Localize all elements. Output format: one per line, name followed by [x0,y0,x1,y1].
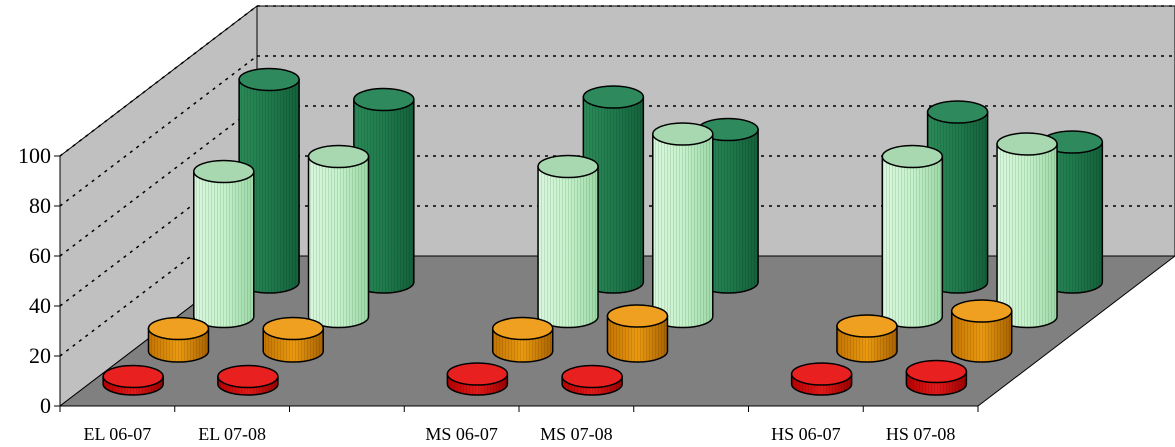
bar-top [561,364,623,389]
bar [881,144,944,329]
bars [102,67,1104,396]
bar [307,144,370,329]
x-tick-label: EL 06-07 [83,424,151,444]
bar-top [652,122,714,146]
bar-texture [652,134,713,328]
bar-texture [997,144,1058,328]
x-tick-label: MS 06-07 [425,424,498,444]
bar [790,362,853,396]
gridline [59,105,258,257]
x-tick-label: EL 07-08 [198,424,266,444]
gridline [59,155,258,307]
bar [217,364,279,396]
bar-top [491,316,554,341]
bar-top [537,154,599,179]
bar-top [238,67,300,92]
bar-texture [193,171,254,328]
gridline [59,55,258,207]
bar [606,304,669,363]
bar-top [996,132,1058,156]
bar-texture [607,316,668,362]
y-tick-label: 0 [40,393,51,418]
bar-texture [538,166,599,328]
bar-top [307,144,370,169]
x-axis: EL 06-07 EL 07-08 MS 06-07 MS 07-08 HS 06-07… [59,405,979,444]
bar [491,316,554,363]
bar-top [926,100,989,124]
bar [102,364,164,396]
y-tick-label: 80 [29,193,51,218]
bar-top [102,364,164,389]
bar-top [905,359,968,384]
bar-top [790,362,853,386]
bar-top [217,364,279,389]
bar-top [262,316,324,341]
bar-top [582,85,645,109]
bar-top [446,362,509,386]
gridline [59,205,258,357]
bar [836,314,898,363]
bar-top [950,299,1013,323]
bar [561,364,623,396]
bar [950,299,1013,363]
bar-top [606,304,669,328]
bar [446,362,509,396]
bar-top [836,314,898,338]
y-tick-label: 20 [29,343,51,368]
bar-top [881,144,944,169]
bar [537,154,599,329]
y-axis: 0 20 40 60 80 100 [18,143,61,418]
bar [652,122,714,329]
gridline [59,5,258,157]
bar-texture [951,311,1012,362]
bar [996,132,1058,329]
bar [905,359,968,396]
bar [193,159,255,329]
bar-top [193,159,255,184]
x-tick-label: MS 07-08 [540,424,613,444]
y-tick-label: 60 [29,243,51,268]
bar-top [353,87,415,112]
bar-texture [882,156,943,328]
bar [262,316,324,363]
y-tick-label: 100 [18,143,51,168]
bar-texture [308,156,369,328]
bar [147,316,210,363]
y-tick-label: 40 [29,293,51,318]
x-tick-label: HS 07-08 [886,424,956,444]
x-tick-label: HS 06-07 [771,424,841,444]
bar-top [147,316,210,341]
